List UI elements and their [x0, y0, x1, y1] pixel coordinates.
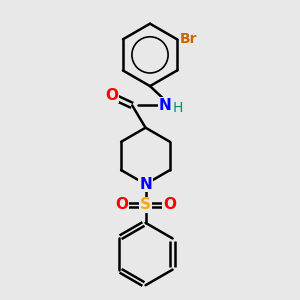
- Text: O: O: [163, 197, 176, 212]
- Text: Br: Br: [179, 32, 197, 46]
- Text: H: H: [172, 101, 182, 115]
- Text: N: N: [139, 177, 152, 192]
- Text: N: N: [158, 98, 171, 113]
- Text: O: O: [105, 88, 118, 103]
- Text: O: O: [115, 197, 128, 212]
- Text: S: S: [140, 197, 151, 212]
